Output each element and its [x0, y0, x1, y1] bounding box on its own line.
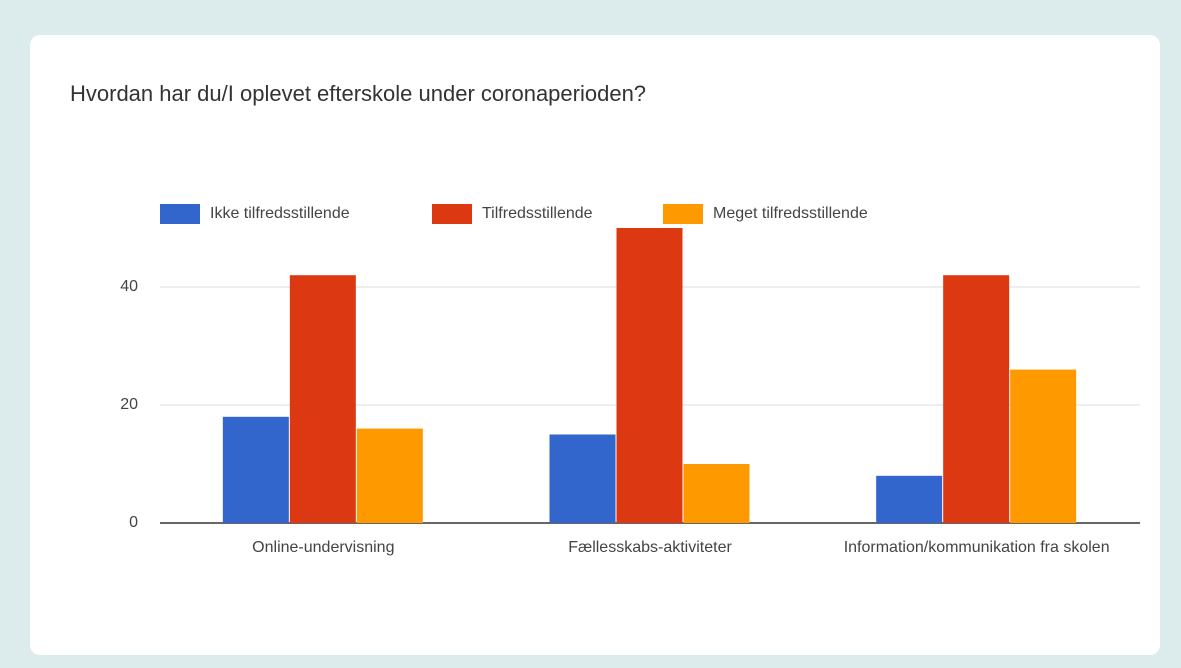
bar: [356, 428, 423, 523]
bar: [683, 464, 750, 523]
bar: [616, 228, 683, 523]
legend-label: Ikke tilfredsstillende: [210, 205, 350, 222]
legend-swatch: [160, 204, 200, 224]
x-tick-label: Information/kommunikation fra skolen: [843, 539, 1110, 556]
chart-title: Hvordan har du/I oplevet efterskole unde…: [70, 81, 646, 106]
y-tick-label: 20: [120, 396, 138, 413]
legend-label: Tilfredsstillende: [482, 205, 593, 222]
bar: [222, 416, 289, 523]
legend-swatch: [432, 204, 472, 224]
legend-swatch: [663, 204, 703, 224]
bar: [876, 475, 943, 523]
legend-label: Meget tilfredsstillende: [713, 205, 868, 222]
bar: [289, 275, 356, 523]
bar: [549, 434, 616, 523]
y-tick-label: 40: [120, 278, 138, 295]
x-tick-label: Fællesskabs-aktiviteter: [568, 539, 732, 556]
x-tick-label: Online-undervisning: [252, 539, 395, 556]
bar: [1010, 369, 1077, 523]
y-tick-label: 0: [129, 514, 138, 531]
bar: [943, 275, 1010, 523]
